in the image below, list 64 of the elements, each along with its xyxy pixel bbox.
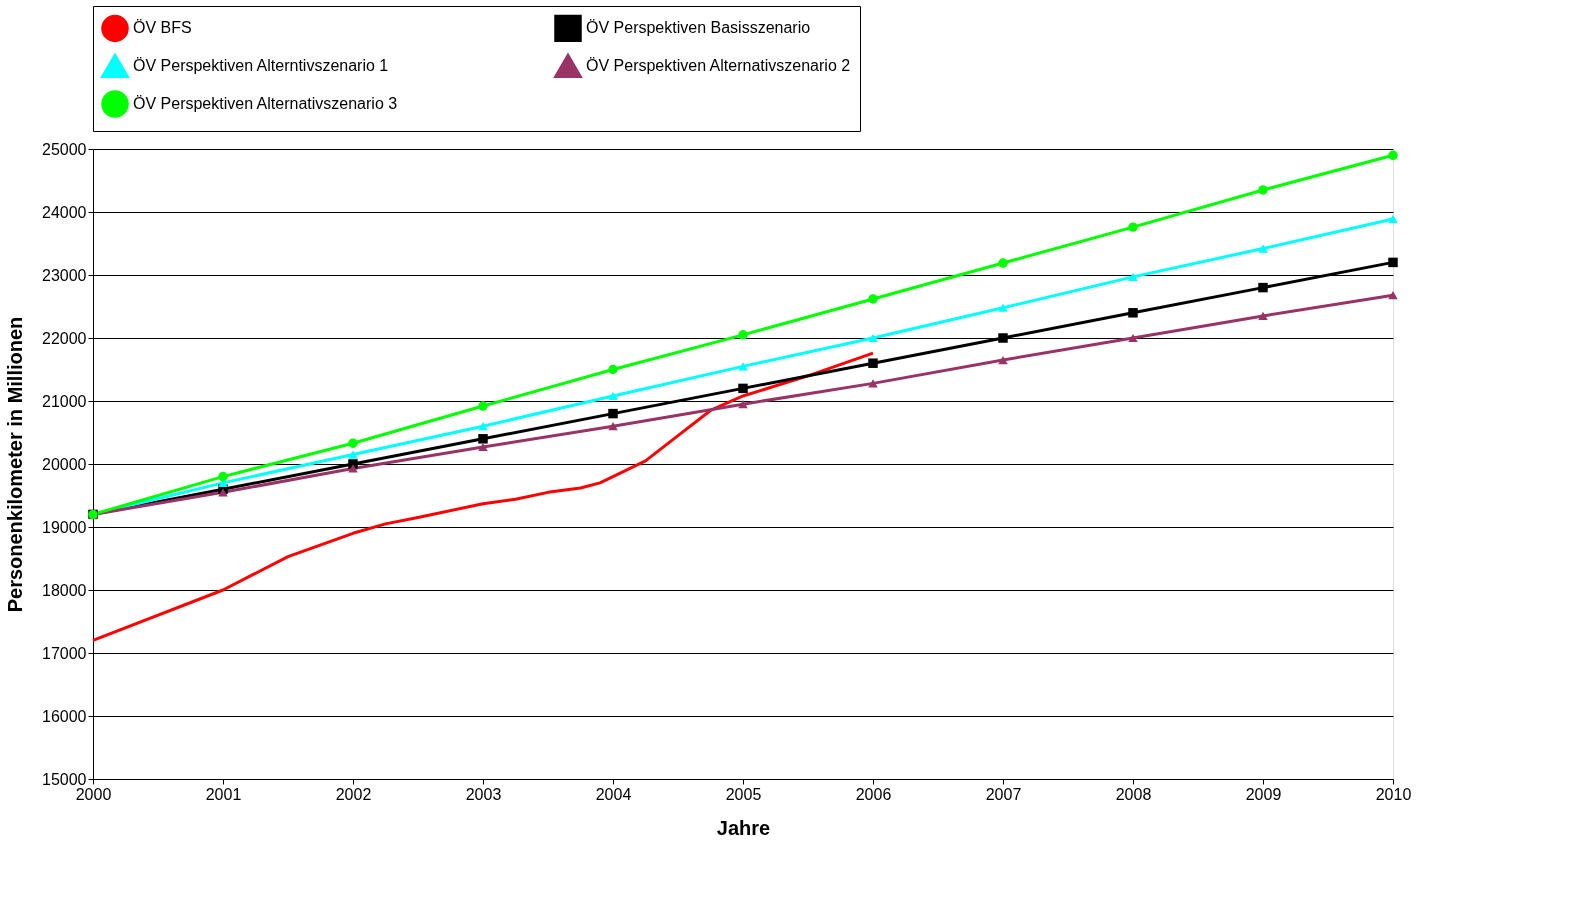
point xyxy=(348,464,358,473)
y-tick-label: 15000 xyxy=(42,770,87,788)
point xyxy=(1388,291,1398,300)
legend-label: ÖV Perspektiven Alternativszenario 3 xyxy=(133,95,398,112)
y-tick-label: 23000 xyxy=(42,266,87,284)
point xyxy=(478,434,488,444)
x-tick-label: 2003 xyxy=(465,785,502,803)
point xyxy=(1128,333,1138,343)
point xyxy=(998,303,1008,312)
point xyxy=(608,422,618,431)
point xyxy=(478,442,488,452)
point xyxy=(348,450,358,459)
x-tick-label: 2001 xyxy=(205,785,242,803)
point xyxy=(1388,150,1398,161)
point xyxy=(1128,272,1138,281)
y-axis-title: Personenkilometer in Millionen xyxy=(4,316,27,613)
point xyxy=(998,333,1008,343)
point xyxy=(1258,185,1268,195)
point xyxy=(1128,308,1138,318)
point xyxy=(1258,244,1268,253)
point xyxy=(348,438,358,448)
y-tick-label: 24000 xyxy=(42,203,87,221)
y-tick-label: 22000 xyxy=(42,329,87,347)
point xyxy=(608,364,618,375)
point xyxy=(1128,222,1138,232)
point xyxy=(868,294,878,304)
legend-label: ÖV Perspektiven Alterntivszenario 1 xyxy=(133,57,389,74)
point xyxy=(868,358,878,368)
point xyxy=(478,401,488,411)
x-tick-label: 2002 xyxy=(335,785,372,803)
y-tick-label: 21000 xyxy=(42,392,87,410)
legend-label: ÖV Perspektiven Alternativszenario 2 xyxy=(586,57,851,74)
x-axis-title: Jahre xyxy=(716,816,771,839)
point xyxy=(1388,257,1398,268)
y-tick-label: 17000 xyxy=(42,644,87,662)
y-tick-label: 25000 xyxy=(42,140,87,158)
line-series xyxy=(91,351,875,642)
point xyxy=(608,391,618,401)
legend-label: ÖV Perspektiven Basisszenario xyxy=(586,19,811,37)
point xyxy=(738,400,748,409)
y-tick-label: 18000 xyxy=(42,581,87,599)
x-tick-label: 2000 xyxy=(75,785,112,803)
point xyxy=(998,355,1008,365)
x-tick-label: 2006 xyxy=(855,785,892,803)
legend-label: ÖV BFS xyxy=(133,19,192,37)
point xyxy=(1258,311,1268,321)
x-tick-label: 2004 xyxy=(595,785,632,803)
point xyxy=(738,383,748,394)
y-tick-label: 20000 xyxy=(42,455,87,473)
point xyxy=(478,422,488,431)
x-tick-label: 2005 xyxy=(725,785,762,803)
point xyxy=(998,258,1008,268)
point xyxy=(868,333,878,343)
x-tick-label: 2007 xyxy=(985,785,1022,803)
y-tick-label: 16000 xyxy=(42,707,87,725)
point xyxy=(218,471,228,482)
point xyxy=(1258,282,1268,293)
y-tick-label: 19000 xyxy=(42,518,87,536)
x-tick-label: 2008 xyxy=(1115,785,1152,803)
x-tick-label: 2010 xyxy=(1375,785,1412,803)
x-tick-label: 2009 xyxy=(1245,785,1282,803)
point xyxy=(1388,214,1398,224)
point xyxy=(608,408,618,419)
point xyxy=(738,330,748,340)
